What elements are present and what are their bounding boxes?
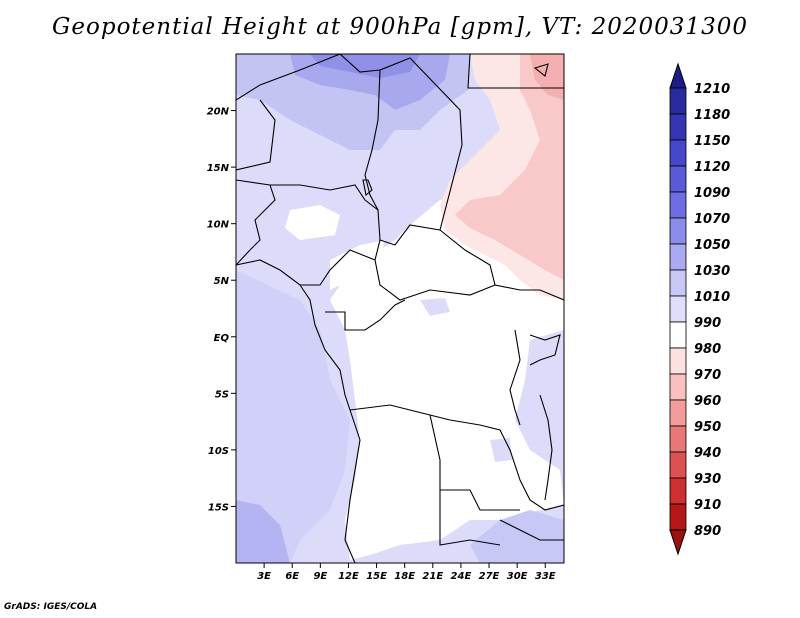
colorbar-segment [669, 477, 687, 505]
colorbar-label: 1150 [694, 134, 730, 149]
border-line [325, 299, 406, 331]
colorbar-label: 1120 [694, 160, 730, 175]
y-tick-label: 10S [208, 446, 229, 457]
border-line [529, 334, 561, 366]
border-line [364, 69, 381, 211]
colorbar-segment [669, 321, 687, 349]
border-line [539, 394, 553, 501]
lake [533, 63, 549, 77]
x-tick-label: 21E [422, 571, 443, 582]
colorbar: 1210 1180 1150 1120 1090 1070 1050 1030 1010 990 9… [669, 62, 730, 556]
colorbar-label: 890 [694, 524, 721, 539]
x-axis: 3E 6E 9E 12E 15E 18E 21E 24E 27E 30E 33E [257, 563, 556, 582]
colorbar-segment [669, 113, 687, 141]
border-line [467, 54, 564, 89]
colorbar-label: 1050 [694, 238, 730, 253]
colorbar-label: 1090 [694, 186, 730, 201]
colorbar-label: 980 [694, 342, 721, 357]
border-line [429, 414, 520, 511]
colorbar-segment [669, 165, 687, 193]
height-field [236, 54, 564, 563]
grads-credit: GrADS: IGES/COLA [4, 602, 98, 612]
colorbar-segment [669, 503, 687, 531]
border-line [299, 284, 351, 411]
chart-title: Geopotential Height at 900hPa [gpm], VT:… [52, 14, 748, 40]
colorbar-segment [669, 373, 687, 401]
y-tick-label: 20N [207, 107, 230, 118]
colorbar-label: 970 [694, 368, 721, 383]
border-line [344, 409, 361, 563]
field-sw [236, 500, 290, 563]
colorbar-segment [669, 87, 687, 115]
colorbar-label: 990 [694, 316, 721, 331]
x-tick-label: 12E [338, 571, 359, 582]
y-tick-label: 15S [208, 502, 229, 513]
border-line [499, 519, 564, 541]
border-line [479, 424, 564, 511]
border-line [339, 54, 463, 146]
colorbar-segment [669, 139, 687, 167]
border-line [439, 490, 501, 546]
field-970 [455, 54, 564, 280]
border-line [236, 144, 463, 246]
colorbar-segment [669, 425, 687, 453]
field-1070 [310, 54, 420, 78]
colorbar-segment [669, 243, 687, 271]
map-frame [235, 53, 565, 564]
colorbar-segment [669, 295, 687, 323]
colorbar-segment [669, 347, 687, 375]
field-990b [330, 240, 385, 290]
colorbar-label: 910 [694, 498, 721, 513]
colorbar-label: 940 [694, 446, 721, 461]
border-line [349, 404, 481, 426]
colorbar-segment [669, 451, 687, 479]
border-line [509, 329, 521, 426]
y-tick-label: 15N [207, 163, 230, 174]
colorbar-segment [669, 399, 687, 427]
x-tick-label: 6E [285, 571, 299, 582]
x-tick-label: 33E [535, 571, 556, 582]
borders [236, 54, 564, 563]
x-tick-label: 24E [451, 571, 472, 582]
colorbar-label: 950 [694, 420, 721, 435]
y-tick-label: 5N [214, 276, 230, 287]
y-tick-label: EQ [214, 333, 230, 344]
colorbar-label: 1010 [694, 290, 730, 305]
field-se [470, 510, 564, 563]
colorbar-label: 1180 [694, 108, 730, 123]
x-tick-label: 15E [366, 571, 387, 582]
x-tick-label: 27E [479, 571, 500, 582]
x-tick-label: 3E [257, 571, 271, 582]
colorbar-label: 960 [694, 394, 721, 409]
colorbar-label: 1070 [694, 212, 730, 227]
field-990c [285, 205, 340, 240]
x-tick-label: 9E [313, 571, 327, 582]
lake [362, 179, 373, 197]
colorbar-segment [669, 217, 687, 245]
border-line [236, 249, 376, 286]
field-990 [330, 190, 564, 560]
border-line [236, 99, 276, 171]
colorbar-segment [669, 269, 687, 297]
colorbar-segment [669, 191, 687, 219]
field-patch [420, 298, 450, 316]
colorbar-label: 1030 [694, 264, 730, 279]
border-line [236, 184, 276, 266]
border-line [236, 54, 341, 101]
x-tick-label: 30E [507, 571, 528, 582]
colorbar-top-arrow [669, 62, 687, 89]
y-tick-label: 5S [215, 389, 229, 400]
y-axis: 20N 15N 10N 5N EQ 5S 10S 15S [207, 107, 236, 513]
colorbar-label: 1210 [694, 82, 730, 97]
field-ocean [236, 270, 350, 563]
x-tick-label: 18E [394, 571, 415, 582]
colorbar-label: 930 [694, 472, 721, 487]
y-tick-label: 10N [207, 220, 230, 231]
colorbar-bottom-arrow [669, 529, 687, 556]
